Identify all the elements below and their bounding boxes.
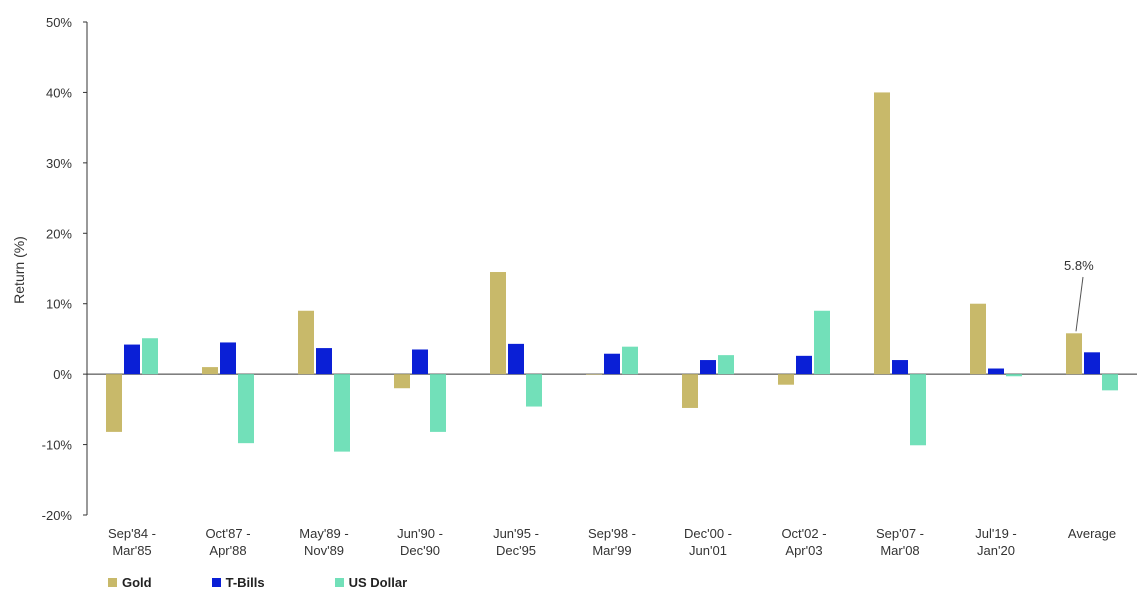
bar-gold: [586, 374, 602, 375]
annotation-label: 5.8%: [1064, 258, 1094, 273]
bar-gold: [970, 303, 986, 375]
legend-label: US Dollar: [348, 575, 408, 590]
y-tick-label: 40%: [46, 85, 72, 100]
bar-us-dollar: [622, 346, 638, 375]
bar-us-dollar: [142, 338, 158, 375]
legend-label: Gold: [122, 575, 152, 590]
bar-gold: [874, 92, 890, 375]
bar-us-dollar: [430, 374, 446, 432]
x-tick-label: Oct'87 -Apr'88: [205, 526, 250, 558]
x-tick-label: Sep'07 -Mar'08: [876, 526, 924, 558]
legend-item: T-Bills: [211, 575, 265, 590]
x-tick-label: Jul'19 -Jan'20: [975, 526, 1017, 558]
legend-item: Gold: [108, 575, 152, 590]
bar-us-dollar: [910, 374, 926, 446]
legend-swatch: [334, 578, 344, 587]
bar-t-bills: [892, 360, 908, 375]
bar-t-bills: [988, 368, 1004, 375]
y-tick-label: 20%: [46, 226, 72, 241]
legend-item: US Dollar: [334, 575, 408, 590]
bar-gold: [778, 374, 794, 385]
x-tick-label: Jun'95 -Dec'95: [493, 526, 539, 558]
bar-t-bills: [1084, 352, 1100, 375]
bar-t-bills: [124, 344, 140, 375]
bar-t-bills: [604, 353, 620, 375]
bar-us-dollar: [1006, 374, 1022, 377]
annotation-leader-line: [1075, 276, 1084, 332]
x-tick-label: May'89 -Nov'89: [299, 526, 348, 558]
bar-gold: [682, 374, 698, 408]
y-tick-label: -20%: [42, 508, 73, 523]
y-tick-label: 0%: [53, 367, 72, 382]
bar-gold: [298, 310, 314, 375]
bar-us-dollar: [334, 374, 350, 452]
y-axis-title: Return (%): [11, 236, 27, 304]
bar-gold: [106, 374, 122, 432]
bar-gold: [202, 367, 218, 375]
y-tick-label: 10%: [46, 297, 72, 312]
legend: Gold T-Bills US Dollar: [108, 575, 467, 590]
x-tick-label: Dec'00 -Jun'01: [684, 526, 732, 558]
bar-t-bills: [220, 342, 236, 375]
x-tick-label: Sep'98 -Mar'99: [588, 526, 636, 558]
x-tick-label: Sep'84 -Mar'85: [108, 526, 156, 558]
legend-swatch: [211, 578, 221, 587]
bar-t-bills: [412, 349, 428, 375]
bar-us-dollar: [238, 374, 254, 444]
legend-label: T-Bills: [225, 575, 265, 590]
y-tick-label: 50%: [46, 15, 72, 30]
y-tick-label: 30%: [46, 156, 72, 171]
bar-us-dollar: [1102, 374, 1118, 391]
bar-t-bills: [508, 343, 524, 375]
x-tick-label: Jun'90 -Dec'90: [397, 526, 443, 558]
bar-t-bills: [316, 348, 332, 375]
bar-gold: [394, 374, 410, 389]
bar-us-dollar: [526, 374, 542, 407]
x-tick-label: Average: [1068, 526, 1116, 541]
y-axis: -20% -10% 0% 10% 20% 30% 40% 50%: [42, 15, 88, 523]
annotation: 5.8%: [1064, 258, 1094, 332]
bar-us-dollar: [814, 310, 830, 375]
x-tick-label: Oct'02 -Apr'03: [781, 526, 826, 558]
bar-t-bills: [700, 360, 716, 375]
bar-gold: [1066, 333, 1082, 375]
legend-swatch: [108, 578, 117, 587]
bars: [106, 92, 1118, 452]
bar-us-dollar: [718, 355, 734, 375]
bar-gold: [490, 272, 506, 375]
bar-t-bills: [796, 355, 812, 375]
y-tick-label: -10%: [42, 438, 73, 453]
x-tick-labels: Sep'84 -Mar'85 Oct'87 -Apr'88 May'89 -Nov'…: [108, 526, 1116, 558]
